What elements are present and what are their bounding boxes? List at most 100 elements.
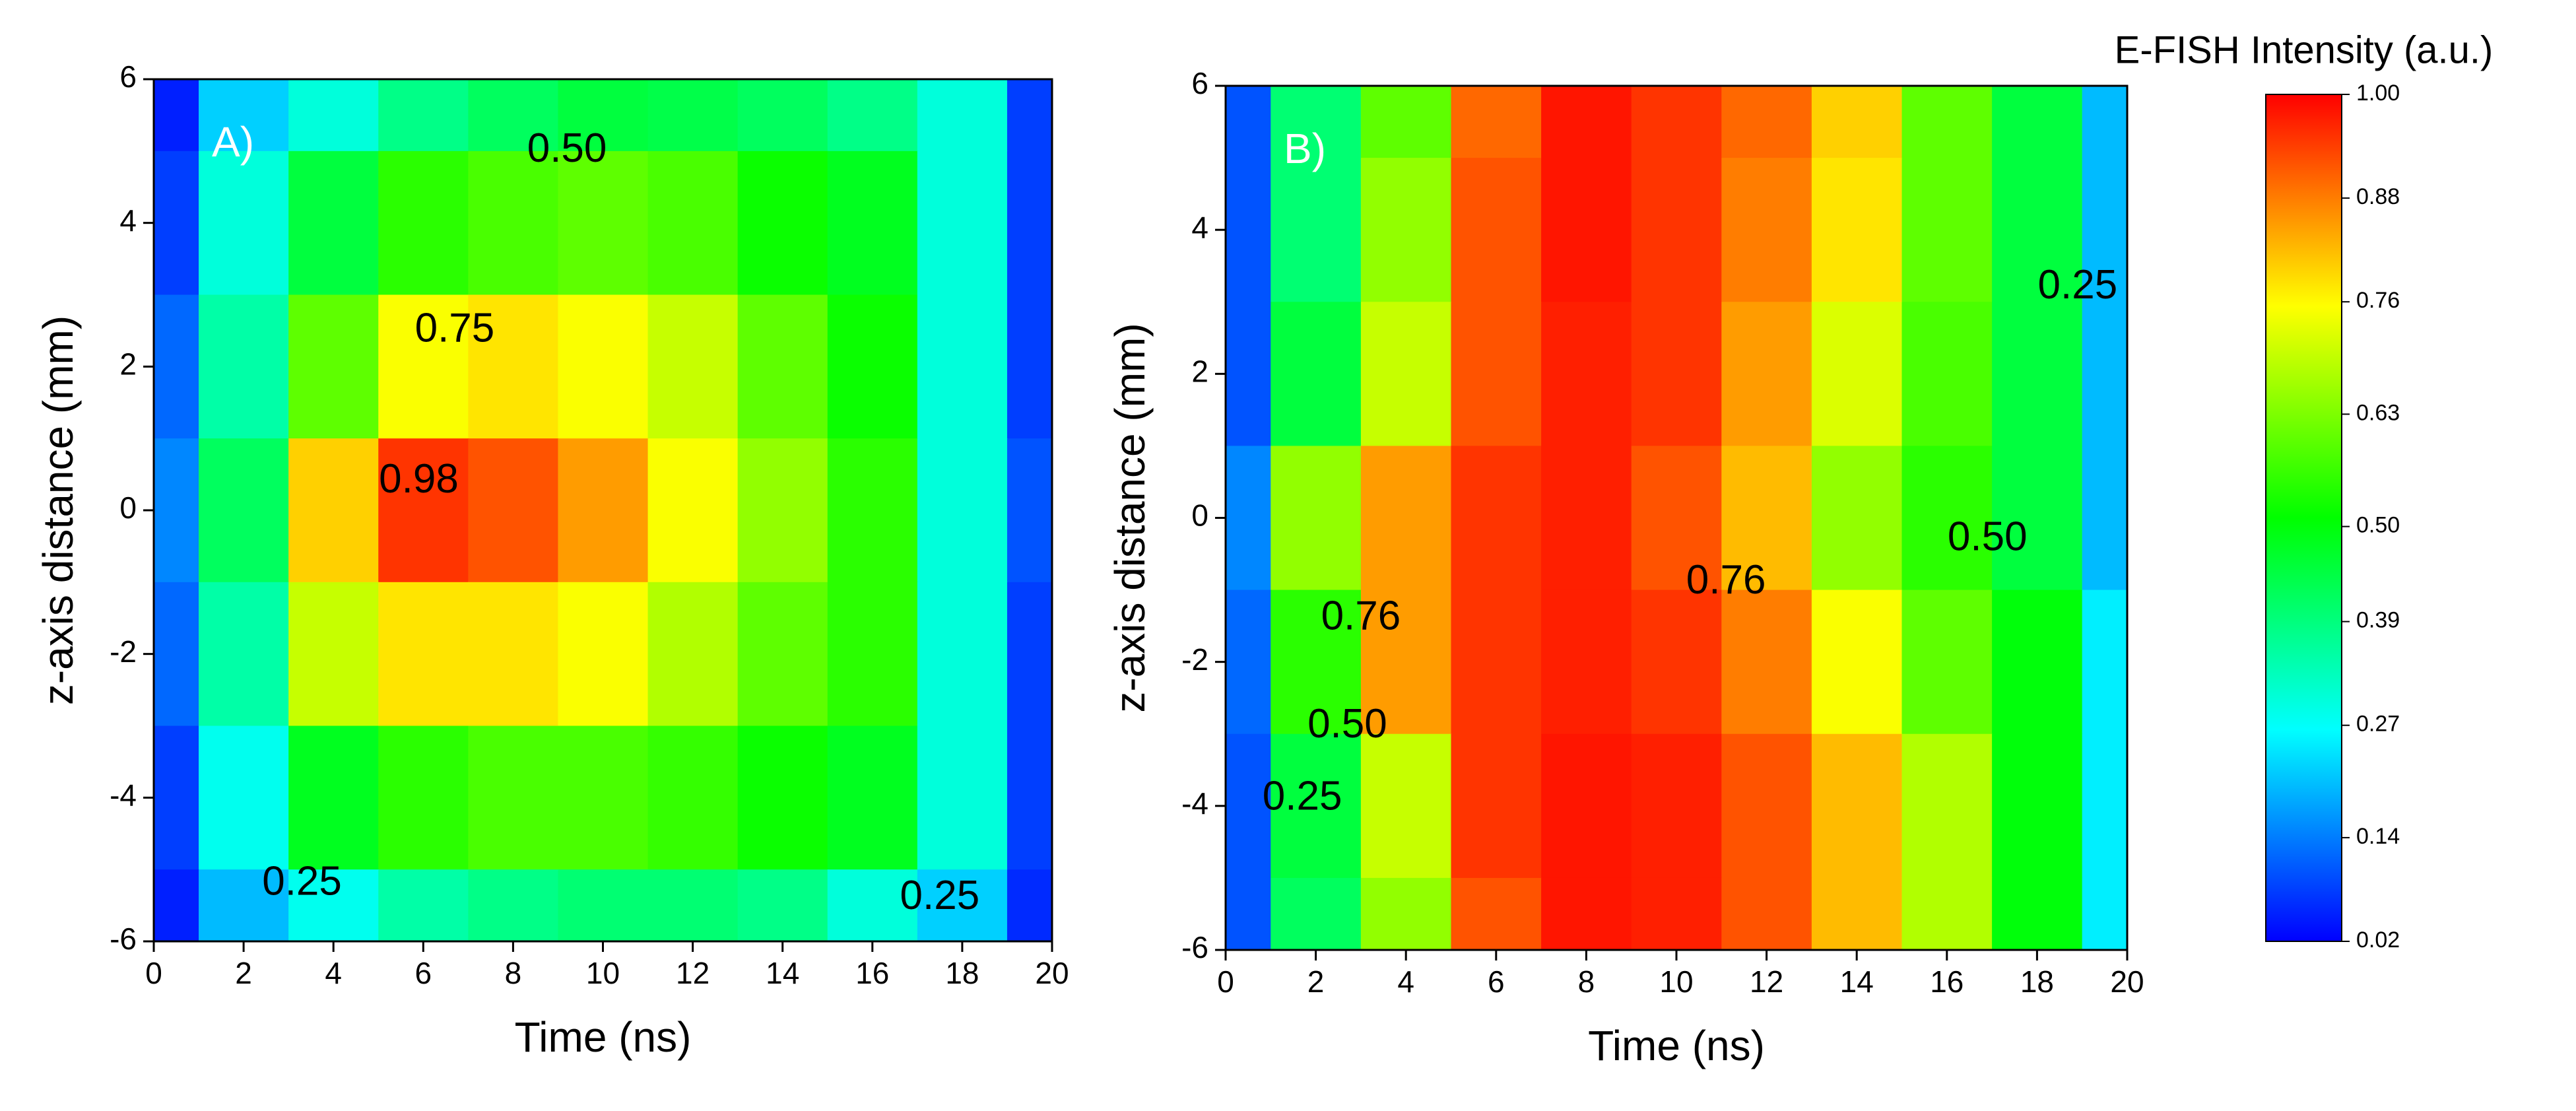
y-tick-label: 4 <box>119 203 137 238</box>
cell <box>1360 877 1452 950</box>
cell <box>1271 158 1362 303</box>
colorbar-tick-label: 0.39 <box>2356 608 2400 633</box>
cell <box>1271 733 1362 879</box>
cell <box>1992 86 2083 159</box>
cell <box>1631 877 1723 950</box>
plot-area <box>1226 86 2127 950</box>
cell <box>1271 589 1362 735</box>
cell <box>1360 302 1452 447</box>
x-tick-label: 18 <box>945 956 979 990</box>
cell <box>1721 158 1812 303</box>
y-tick-label: -2 <box>110 634 137 669</box>
cell <box>1811 86 1903 159</box>
cell <box>647 79 739 152</box>
cell <box>1007 582 1052 727</box>
cell <box>1226 158 1272 303</box>
y-tick-label: 6 <box>1191 66 1208 100</box>
cell <box>1631 302 1723 447</box>
cell <box>1360 589 1452 735</box>
colorbar-tick-label: 0.76 <box>2356 288 2400 313</box>
cell <box>917 725 1008 871</box>
contour-label: 0.98 <box>379 456 459 502</box>
cell <box>737 294 828 440</box>
cell <box>468 79 559 152</box>
cell <box>647 869 739 941</box>
y-tick-label: -4 <box>1181 786 1208 821</box>
cell <box>468 294 559 440</box>
colorbar-tick-label: 0.02 <box>2356 927 2400 953</box>
cell <box>737 79 828 152</box>
y-axis-label: z-axis distance (mm) <box>1106 323 1154 712</box>
x-tick-label: 8 <box>1578 964 1595 999</box>
cell <box>154 725 200 871</box>
cell <box>1226 302 1272 447</box>
cell <box>468 869 559 941</box>
cell <box>917 869 1008 941</box>
cell <box>1007 79 1052 152</box>
cell <box>558 869 649 941</box>
cell <box>154 438 200 583</box>
y-tick-label: 2 <box>119 347 137 381</box>
cell <box>1541 877 1632 950</box>
x-tick-label: 10 <box>1659 964 1693 999</box>
cell <box>1631 86 1723 159</box>
colorbar-tick-label: 0.14 <box>2356 824 2400 849</box>
cell <box>2082 877 2127 950</box>
x-tick-label: 20 <box>1035 956 1069 990</box>
cell <box>1007 725 1052 871</box>
x-tick-label: 14 <box>766 956 799 990</box>
contour-label: 0.50 <box>1307 701 1387 747</box>
cell <box>1007 151 1052 296</box>
x-tick-label: 16 <box>1930 964 1964 999</box>
cell <box>1451 86 1542 159</box>
cell <box>468 151 559 296</box>
contour-label: 0.50 <box>1948 514 2028 560</box>
x-tick-label: 0 <box>1217 964 1234 999</box>
cell <box>1541 158 1632 303</box>
x-tick-label: 14 <box>1840 964 1874 999</box>
y-tick-label: -4 <box>110 778 137 812</box>
x-tick-label: 20 <box>2110 964 2144 999</box>
cell <box>1992 589 2083 735</box>
cell <box>647 294 739 440</box>
y-tick-label: -6 <box>1181 930 1208 964</box>
x-tick-label: 0 <box>145 956 162 990</box>
y-tick-label: 0 <box>1191 498 1208 533</box>
cell <box>737 438 828 583</box>
cell <box>917 79 1008 152</box>
cell <box>378 79 469 152</box>
cell <box>647 151 739 296</box>
x-tick-label: 16 <box>855 956 889 990</box>
colorbar-tick-label: 0.63 <box>2356 400 2400 425</box>
cell <box>2082 86 2127 159</box>
cell <box>288 869 380 941</box>
cell <box>737 151 828 296</box>
x-tick-label: 12 <box>676 956 710 990</box>
cell <box>1226 589 1272 735</box>
cell <box>1721 446 1812 591</box>
y-tick-label: 2 <box>1191 354 1208 388</box>
cell <box>2082 158 2127 303</box>
cell <box>917 438 1008 583</box>
cell <box>1901 877 1993 950</box>
x-tick-label: 6 <box>1488 964 1505 999</box>
cell <box>199 582 290 727</box>
x-tick-label: 6 <box>415 956 432 990</box>
colorbar-tick-label: 0.50 <box>2356 513 2400 538</box>
cell <box>1811 733 1903 879</box>
cell <box>1811 302 1903 447</box>
cell <box>1007 438 1052 583</box>
cell <box>558 79 649 152</box>
colorbar-title: E-FISH Intensity (a.u.) <box>2115 28 2493 71</box>
cell <box>1360 158 1452 303</box>
cell <box>917 151 1008 296</box>
cell <box>378 294 469 440</box>
cell <box>1992 158 2083 303</box>
cell <box>1992 877 2083 950</box>
cell <box>1226 86 1272 159</box>
cell <box>288 582 380 727</box>
cell <box>917 294 1008 440</box>
cell <box>1811 877 1903 950</box>
cell <box>1721 86 1812 159</box>
cell <box>1360 446 1452 591</box>
